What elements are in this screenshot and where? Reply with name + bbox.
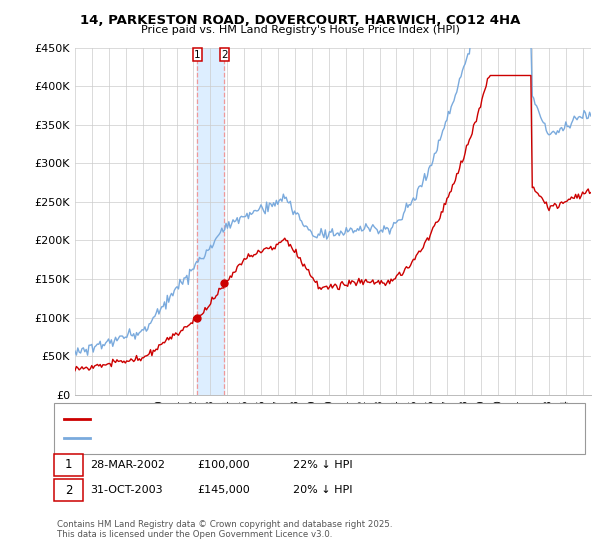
- Text: 22% ↓ HPI: 22% ↓ HPI: [293, 460, 352, 470]
- Text: Price paid vs. HM Land Registry's House Price Index (HPI): Price paid vs. HM Land Registry's House …: [140, 25, 460, 35]
- Text: £100,000: £100,000: [197, 460, 250, 470]
- Text: 1: 1: [194, 50, 201, 60]
- Text: 1: 1: [65, 458, 72, 472]
- Text: 14, PARKESTON ROAD, DOVERCOURT, HARWICH, CO12 4HA: 14, PARKESTON ROAD, DOVERCOURT, HARWICH,…: [80, 14, 520, 27]
- Text: 31-OCT-2003: 31-OCT-2003: [91, 485, 163, 495]
- Text: 2: 2: [65, 483, 72, 497]
- Text: 2: 2: [221, 50, 227, 60]
- Text: 28-MAR-2002: 28-MAR-2002: [91, 460, 166, 470]
- Text: HPI: Average price, detached house, Tendring: HPI: Average price, detached house, Tend…: [97, 433, 320, 444]
- Text: Contains HM Land Registry data © Crown copyright and database right 2025.
This d: Contains HM Land Registry data © Crown c…: [57, 520, 392, 539]
- Text: 20% ↓ HPI: 20% ↓ HPI: [293, 485, 352, 495]
- Bar: [197, 48, 224, 395]
- Text: £145,000: £145,000: [197, 485, 250, 495]
- Text: 14, PARKESTON ROAD, DOVERCOURT, HARWICH, CO12 4HA (detached house): 14, PARKESTON ROAD, DOVERCOURT, HARWICH,…: [97, 413, 479, 423]
